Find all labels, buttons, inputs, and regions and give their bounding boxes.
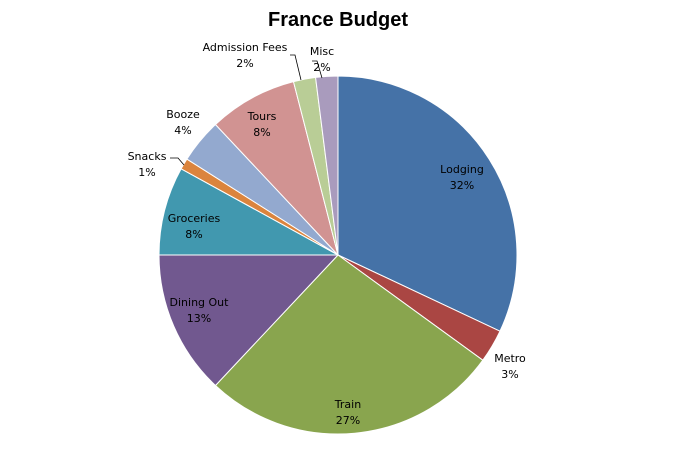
label-train: Train 27% xyxy=(334,398,361,427)
slice-misc xyxy=(315,75,339,256)
label-value: 8% xyxy=(185,228,202,241)
label-name: Metro xyxy=(494,352,526,365)
label-admission-fees: Admission Fees 2% xyxy=(203,41,288,70)
pie-slices xyxy=(158,75,518,435)
label-name: Dining Out xyxy=(170,296,230,309)
slice-labels: Lodging 32% Metro 3% Train 27% Dining Out 13% Gr… xyxy=(128,41,526,427)
label-booze: Booze 4% xyxy=(166,108,200,137)
label-metro: Metro 3% xyxy=(494,352,526,381)
label-value: 1% xyxy=(138,166,155,179)
chart-title: France Budget xyxy=(268,9,408,31)
slice-tours xyxy=(214,81,339,256)
label-value: 3% xyxy=(501,368,518,381)
label-value: 4% xyxy=(174,124,191,137)
label-name: Booze xyxy=(166,108,200,121)
label-dining-out: Dining Out 13% xyxy=(170,296,230,325)
label-value: 13% xyxy=(187,312,211,325)
leader-line-snacks xyxy=(170,157,185,166)
label-name: Tours xyxy=(247,110,277,123)
label-tours: Tours 8% xyxy=(247,110,277,139)
label-name: Snacks xyxy=(128,150,167,163)
label-lodging: Lodging 32% xyxy=(440,163,484,192)
label-value: 8% xyxy=(253,126,270,139)
slice-train xyxy=(214,254,484,435)
label-value: 2% xyxy=(313,61,330,74)
leader-line-misc xyxy=(312,60,323,79)
slice-lodging xyxy=(337,75,518,332)
label-name: Train xyxy=(334,398,361,411)
slice-groceries xyxy=(158,168,339,256)
label-groceries: Groceries 8% xyxy=(168,212,221,241)
label-snacks: Snacks 1% xyxy=(128,150,167,179)
label-name: Misc xyxy=(310,45,334,58)
label-name: Admission Fees xyxy=(203,41,288,54)
leader-line-admission-fees xyxy=(290,54,302,81)
label-value: 32% xyxy=(450,179,474,192)
label-misc: Misc 2% xyxy=(310,45,334,74)
label-value: 27% xyxy=(336,414,360,427)
label-name: Lodging xyxy=(440,163,484,176)
slice-dining-out xyxy=(158,254,340,387)
label-name: Groceries xyxy=(168,212,221,225)
leader-lines xyxy=(170,54,323,166)
label-value: 2% xyxy=(236,57,253,70)
